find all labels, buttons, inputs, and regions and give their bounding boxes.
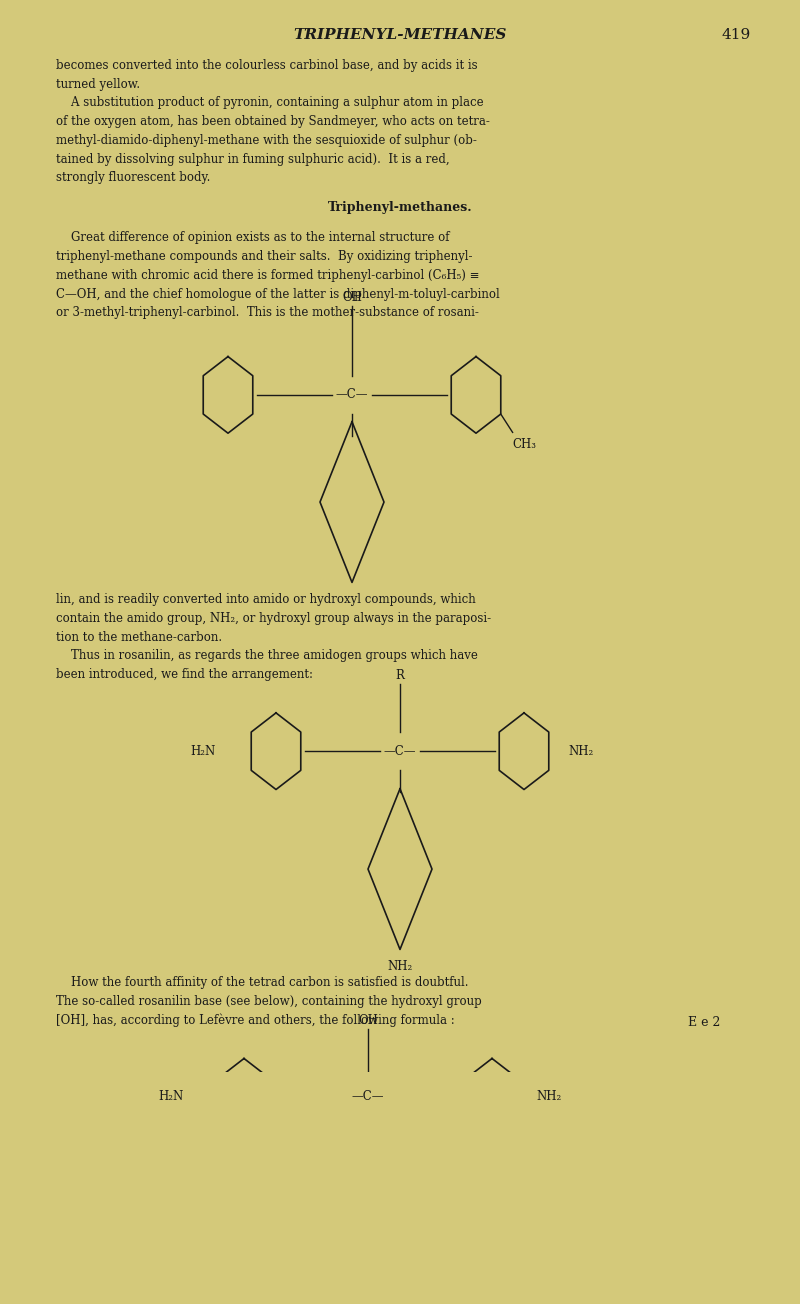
Text: H₂N: H₂N (158, 1090, 183, 1103)
Text: strongly fluorescent body.: strongly fluorescent body. (56, 171, 210, 184)
Text: NH₂: NH₂ (537, 1090, 562, 1103)
Text: —C—: —C— (384, 745, 416, 758)
Text: OH: OH (358, 1015, 378, 1028)
Text: methyl-diamido-diphenyl-methane with the sesquioxide of sulphur (ob-: methyl-diamido-diphenyl-methane with the… (56, 134, 477, 147)
Text: How the fourth affinity of the tetrad carbon is satisfied is doubtful.: How the fourth affinity of the tetrad ca… (56, 977, 469, 990)
Text: NH₂: NH₂ (387, 960, 413, 973)
Text: CH₃: CH₃ (513, 438, 537, 451)
Text: —C—: —C— (336, 389, 368, 402)
Text: OH: OH (342, 291, 362, 304)
Text: turned yellow.: turned yellow. (56, 78, 140, 91)
Text: 419: 419 (722, 27, 750, 42)
Text: C—OH, and the chief homologue of the latter is diphenyl-m-toluyl-carbinol: C—OH, and the chief homologue of the lat… (56, 288, 500, 301)
Text: A substitution product of pyronin, containing a sulphur atom in place: A substitution product of pyronin, conta… (56, 96, 484, 110)
Text: The so-called rosanilin base (see below), containing the hydroxyl group: The so-called rosanilin base (see below)… (56, 995, 482, 1008)
Text: H₂N: H₂N (190, 745, 215, 758)
Text: tained by dissolving sulphur in fuming sulphuric acid).  It is a red,: tained by dissolving sulphur in fuming s… (56, 153, 450, 166)
Text: R: R (395, 669, 405, 682)
Text: becomes converted into the colourless carbinol base, and by acids it is: becomes converted into the colourless ca… (56, 59, 478, 72)
Text: or 3-methyl-triphenyl-carbinol.  This is the mother-substance of rosani-: or 3-methyl-triphenyl-carbinol. This is … (56, 306, 479, 319)
Text: Thus in rosanilin, as regards the three amidogen groups which have: Thus in rosanilin, as regards the three … (56, 649, 478, 662)
Text: lin, and is readily converted into amido or hydroxyl compounds, which: lin, and is readily converted into amido… (56, 593, 476, 606)
Text: Great difference of opinion exists as to the internal structure of: Great difference of opinion exists as to… (56, 232, 450, 244)
Text: Triphenyl-methanes.: Triphenyl-methanes. (328, 201, 472, 214)
Text: tion to the methane-carbon.: tion to the methane-carbon. (56, 631, 222, 644)
Text: contain the amido group, NH₂, or hydroxyl group always in the paraposi-: contain the amido group, NH₂, or hydroxy… (56, 612, 491, 625)
Text: [OH], has, according to Lefèvre and others, the following formula :: [OH], has, according to Lefèvre and othe… (56, 1013, 454, 1028)
Text: —C—: —C— (352, 1090, 384, 1103)
Text: TRIPHENYL-METHANES: TRIPHENYL-METHANES (294, 27, 506, 42)
Text: been introduced, we find the arrangement:: been introduced, we find the arrangement… (56, 668, 313, 681)
Text: NH₂: NH₂ (569, 745, 594, 758)
Text: of the oxygen atom, has been obtained by Sandmeyer, who acts on tetra-: of the oxygen atom, has been obtained by… (56, 115, 490, 128)
Text: E e 2: E e 2 (688, 1016, 720, 1029)
Text: methane with chromic acid there is formed triphenyl-carbinol (C₆H₅) ≡: methane with chromic acid there is forme… (56, 269, 479, 282)
Text: triphenyl-methane compounds and their salts.  By oxidizing triphenyl-: triphenyl-methane compounds and their sa… (56, 250, 473, 263)
